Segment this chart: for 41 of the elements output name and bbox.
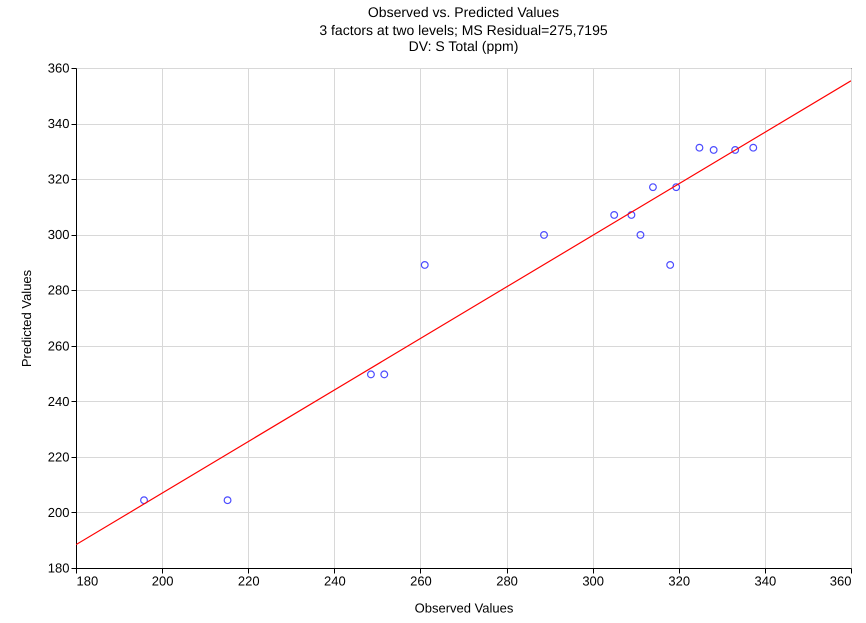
point — [749, 144, 758, 152]
point — [695, 144, 704, 152]
point — [420, 260, 429, 269]
point — [627, 210, 636, 219]
point — [610, 210, 618, 219]
y-tick-label: 260 — [48, 338, 70, 354]
y-tick-label: 360 — [48, 60, 70, 76]
point — [140, 496, 148, 504]
point — [636, 230, 644, 239]
point — [380, 370, 388, 378]
x-tick-label: 320 — [668, 574, 690, 588]
point — [710, 146, 718, 154]
x-axis-title: Observed Values — [414, 600, 514, 616]
x-tick-label: 180 — [76, 574, 98, 588]
x-tick-label: 260 — [410, 574, 432, 588]
point — [672, 183, 680, 192]
point — [224, 496, 232, 504]
y-tick-label: 220 — [48, 449, 70, 464]
x-tick-label: 200 — [152, 574, 174, 588]
x-tick-label: 300 — [582, 574, 604, 588]
y-tick-label: 320 — [48, 172, 70, 187]
x-tick-label: 340 — [754, 574, 776, 588]
x-tick-label: 240 — [324, 574, 346, 588]
chart-title: Observed vs. Predicted Values — [368, 4, 560, 20]
x-tick-label: 360 — [830, 574, 852, 588]
y-tick-label: 280 — [48, 282, 70, 298]
y-tick-label: 200 — [48, 504, 70, 520]
point — [731, 146, 740, 154]
y-axis-title: Predicted Values — [18, 269, 34, 368]
x-tick-label: 220 — [238, 574, 260, 588]
point — [648, 183, 657, 192]
y-tick-label: 300 — [48, 227, 70, 242]
y-tick-label: 240 — [48, 394, 70, 409]
x-tick-label: 280 — [496, 574, 518, 588]
y-tick-label: 340 — [48, 116, 70, 132]
text: 3 factors at two levels; MS Residual=275,7195 — [319, 22, 608, 38]
point — [666, 260, 674, 269]
y-tick-label: 180 — [48, 560, 70, 576]
point — [366, 370, 375, 378]
text: DV: S Total (ppm) — [408, 38, 518, 54]
point — [540, 230, 548, 239]
